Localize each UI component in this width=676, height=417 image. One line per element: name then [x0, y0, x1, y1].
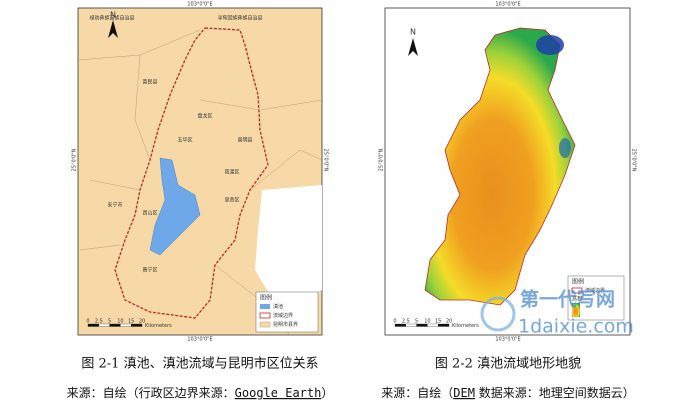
- legend-title: 图例: [572, 278, 584, 286]
- scale-segment: [131, 323, 143, 327]
- basin-boundary: [114, 27, 269, 319]
- legend-ramp: [572, 303, 580, 317]
- caption: 图 2-2 滇池流域地形地貌: [435, 357, 581, 372]
- map-right: N 103°0'0"E 103°0'0"E 25°0'0"N 25°0'0"N …: [379, 2, 637, 343]
- scale-segment: [438, 323, 450, 327]
- scale-tick: 5: [108, 319, 111, 325]
- caption: 图 2-1 滇池、滇池流域与昆明市区位关系: [81, 356, 318, 372]
- legend-item: 高程: [572, 296, 582, 303]
- watermark-logo: [480, 296, 516, 332]
- scale-tick: 15: [128, 319, 134, 325]
- source-text: 来源：自绘（: [381, 385, 453, 400]
- dem-high: [559, 138, 571, 158]
- watermark: 第一代写网 1daixie.com: [480, 288, 634, 338]
- source-text: ）: [321, 386, 333, 400]
- place-label: 寻甸回族彝族自治县: [217, 15, 262, 22]
- map-left: N 103°0'0"E 103°0'0"E 25°0'0"N 25°0'0"N …: [72, 2, 329, 343]
- legend-swatch: [259, 312, 271, 319]
- source-highlight: Google Earth: [235, 386, 322, 400]
- scale-tick: 0: [86, 319, 89, 325]
- watermark-cn: 第一代写网: [520, 288, 615, 311]
- legend-swatch: [571, 287, 583, 294]
- dem-high: [536, 35, 564, 55]
- legend-swatch: [260, 304, 270, 309]
- place-label: 富民县: [142, 79, 157, 86]
- lon-label: 103°0'0"E: [495, 337, 520, 343]
- source: 来源：自绘（行政区边界来源：Google Earth）: [67, 385, 334, 400]
- scale-tick: 2.5: [402, 319, 410, 325]
- source-text: 来源：自绘（行政区边界来源：: [67, 385, 235, 400]
- lat-label: 25°0'0"N: [323, 149, 329, 172]
- legend-item: 流域边界: [585, 287, 605, 294]
- place-label: 禄劝彝族苗族自治县: [89, 15, 134, 22]
- source-highlight: DEM: [453, 386, 475, 400]
- watermark-url: 1daixie.com: [518, 316, 634, 338]
- place-label: 嵩明县: [237, 138, 252, 144]
- legend-item: 滇池: [273, 303, 283, 310]
- scale-tick: 10: [424, 319, 430, 325]
- north-arrow: [108, 20, 118, 38]
- place-label: 盘龙区: [197, 113, 212, 120]
- scale-tick: 20: [139, 319, 145, 325]
- source: 来源：自绘（DEM 数据来源：地理空间数据云）: [381, 385, 635, 400]
- legend-title: 图例: [260, 294, 272, 302]
- scale-unit: Kilometers: [145, 323, 172, 329]
- lon-label: 103°0'0"E: [187, 337, 212, 343]
- scale-tick: 20: [446, 319, 452, 325]
- scale-tick: 5: [415, 319, 418, 325]
- place-label: 西山区: [142, 210, 157, 217]
- place-label: 五华区: [177, 137, 192, 144]
- source-text: 数据来源：地理空间数据云）: [475, 385, 635, 400]
- legend-item: 昆明市县界: [273, 321, 298, 328]
- scale-tick: 2.5: [95, 319, 103, 325]
- lat-label: 25°0'0"N: [631, 149, 637, 172]
- place-label: 晋宁区: [142, 267, 157, 274]
- lon-label: 103°0'0"E: [495, 2, 520, 8]
- scale-tick: 15: [435, 319, 441, 325]
- north-label: N: [410, 28, 416, 37]
- lon-label: 103°0'0"E: [187, 2, 212, 8]
- place-label: 安宁市: [107, 202, 122, 209]
- legend-item: 流域边界: [273, 312, 293, 319]
- lat-label: 25°0'0"N: [72, 148, 78, 171]
- scale-tick: 0: [393, 319, 396, 325]
- north-arrow: [408, 38, 418, 56]
- place-label: 官渡区: [224, 169, 239, 176]
- place-label: 呈贡区: [224, 198, 239, 204]
- outside-area: [255, 185, 322, 300]
- lake: [149, 157, 201, 256]
- scale-unit: Kilometers: [452, 323, 479, 329]
- north-label: N: [110, 11, 116, 20]
- scale-tick: 10: [117, 319, 123, 325]
- lat-label: 25°0'0"N: [379, 148, 385, 171]
- legend-swatch: [259, 321, 271, 328]
